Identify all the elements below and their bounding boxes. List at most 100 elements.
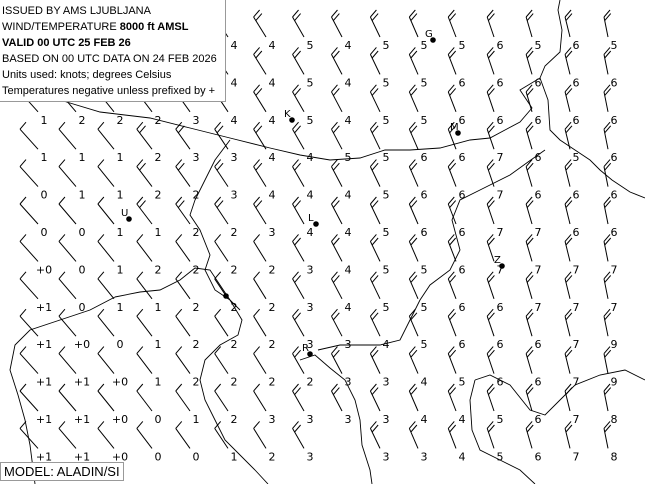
temperature-label: 8 [611,413,618,426]
temperature-label: +0 [112,450,128,463]
wind-barb-icon [564,54,571,75]
wind-barb-icon [447,390,457,412]
wind-barb-feather [408,346,416,354]
temperature-label: 2 [193,189,200,202]
wind-barb-feather [371,50,379,59]
wind-barb-icon [253,315,267,337]
wind-barb-feather [58,121,66,130]
wind-barb-feather [564,121,572,130]
wind-barb-feather [564,9,572,18]
temperature-label: 6 [421,189,428,202]
temperature-label: 4 [345,301,352,314]
temperature-label: 6 [497,301,504,314]
wind-barb-icon [486,390,495,412]
wind-barb-feather [58,159,66,167]
temperature-label: 7 [573,301,580,314]
temperature-label: 7 [535,301,542,314]
wind-barb-icon [58,428,77,449]
wind-barb-feather [136,159,144,167]
wind-barb-feather [565,312,573,321]
temperature-label: 4 [307,226,314,239]
wind-barb-icon [564,278,571,299]
wind-barb-feather [604,237,612,246]
wind-barb-icon [58,278,77,300]
wind-barb-feather [447,346,455,354]
wind-barb-feather [526,387,534,395]
temperature-label: 6 [421,151,428,164]
wind-barb-icon [525,390,533,412]
wind-barb-feather [410,162,418,171]
wind-barb-feather [292,271,299,280]
wind-barb-feather [331,47,338,55]
wind-barb-feather [370,121,377,130]
wind-barb-feather [371,424,379,433]
wind-barb-feather [564,196,572,205]
level-value: 8000 ft AMSL [119,21,189,33]
wind-barb-feather [449,50,457,59]
wind-barb-feather [253,159,260,167]
wind-barb-feather [292,121,299,130]
wind-barb-feather [486,308,494,317]
temperature-label: 0 [155,413,162,426]
wind-barb-icon [58,390,77,412]
temperature-label: 6 [573,76,580,89]
wind-barb-feather [564,346,572,354]
temperature-label: +1 [74,376,90,389]
temperature-label: 8 [611,450,618,463]
wind-barb-icon [97,390,115,412]
temperature-label: 3 [307,450,314,463]
wind-barb-feather [410,88,418,96]
wind-barb-feather [525,421,533,429]
temperature-label: +1 [36,301,52,314]
temperature-label: 3 [269,413,276,426]
wind-barb-feather [604,200,612,208]
wind-barb-feather [486,159,494,167]
wind-barb-icon [564,316,571,337]
wind-barb-icon [525,166,533,187]
wind-barb-feather [139,125,146,134]
temperature-label: 5 [383,151,390,164]
wind-barb-feather [486,271,494,280]
temperature-label: 3 [307,263,314,276]
temperature-label: 6 [611,189,618,202]
temperature-label: 7 [497,151,504,164]
temperature-label: 5 [383,114,390,127]
temperature-label: 6 [421,226,428,239]
wind-barb-icon [447,16,457,38]
wind-barb-icon [97,166,115,187]
wind-barb-feather [447,196,455,205]
temperature-label: 3 [345,413,352,426]
station-label: G [425,29,433,40]
wind-barb-icon [486,278,495,299]
wind-barb-icon [253,91,267,113]
coast-adriatic [114,267,269,484]
temperature-label: 6 [535,189,542,202]
coast-istria [299,354,373,484]
wind-barb-icon [19,428,39,449]
wind-barb-feather [175,383,183,392]
temperature-label: 2 [193,376,200,389]
temperature-label: 2 [231,338,238,351]
temperature-label: 1 [79,189,86,202]
wind-barb-feather [332,312,340,321]
wind-barb-feather [525,234,533,242]
temperature-label: 7 [573,450,580,463]
temperature-label: 5 [497,450,504,463]
wind-barb-feather [331,383,338,392]
wind-barb-icon [447,241,457,262]
wind-barb-feather [214,383,222,392]
temperature-label: +0 [74,338,90,351]
temperature-label: 6 [535,76,542,89]
wind-barb-icon [408,241,419,262]
wind-barb-feather [488,200,495,208]
station-dot-icon [223,293,229,299]
wind-barb-feather [332,387,340,395]
wind-barb-feather [603,421,611,429]
wind-barb-feather [408,84,416,93]
wind-barb-feather [255,88,263,96]
wind-barb-feather [97,346,105,354]
wind-barb-icon [19,128,39,150]
wind-barb-icon [408,129,419,150]
wind-barb-feather [564,47,572,55]
wind-barb-feather [410,13,418,21]
